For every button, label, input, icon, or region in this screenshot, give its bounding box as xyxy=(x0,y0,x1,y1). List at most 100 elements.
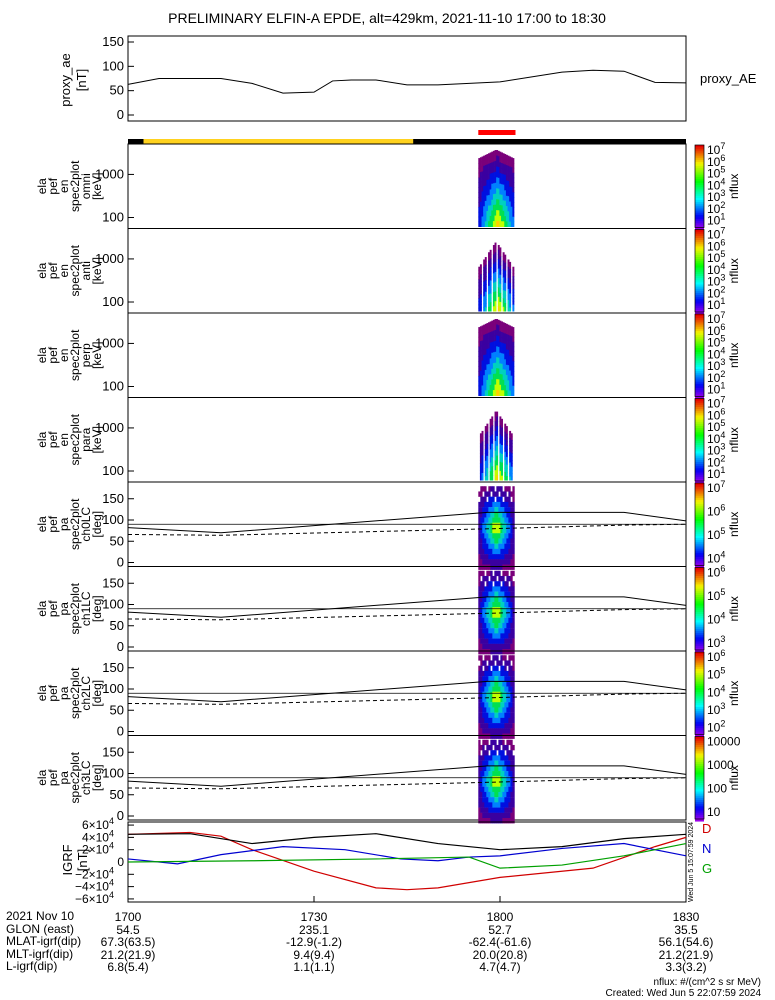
pitch-angle-cell xyxy=(510,676,513,682)
pitch-angle-cell xyxy=(512,612,515,618)
colorbar-segment xyxy=(695,692,704,695)
spectrogram-cell xyxy=(509,268,512,273)
spectrogram-cell xyxy=(479,157,482,163)
pitch-angle-cell xyxy=(480,691,483,698)
spectrogram-cell xyxy=(504,443,507,449)
pitch-angle-cell xyxy=(506,517,509,523)
colorbar-segment xyxy=(695,630,704,634)
colorbar-segment xyxy=(695,569,704,573)
pitch-angle-cell xyxy=(502,491,505,497)
spectrogram-cell xyxy=(489,445,492,450)
spectrogram-cell xyxy=(486,190,489,196)
pitch-angle-cell xyxy=(510,548,513,555)
spectrogram-cell xyxy=(502,290,505,295)
spectrogram-cell xyxy=(494,390,497,396)
colorbar-segment xyxy=(695,299,704,302)
spectrogram-cell xyxy=(502,369,505,376)
pitch-angle-cell xyxy=(508,622,511,629)
pitch-angle-cell xyxy=(506,554,509,560)
spectrogram-cell xyxy=(504,439,507,445)
spectrogram-cell xyxy=(479,270,482,275)
pitch-angle-cell xyxy=(494,596,497,603)
spec-ylabel-part: pa xyxy=(57,602,71,616)
spectrogram-cell xyxy=(504,262,507,268)
pitch-angle-cell xyxy=(496,633,499,639)
pitch-angle-cell xyxy=(492,649,495,655)
pitch-angle-cell xyxy=(488,707,491,713)
spec-ylabel-part: spec2plot xyxy=(68,667,82,719)
spectrogram-cell xyxy=(489,384,492,391)
pitch-angle-cell xyxy=(488,781,491,787)
spectrogram-cell xyxy=(483,266,486,272)
spectrogram-cell xyxy=(499,466,502,472)
spectrogram-cell xyxy=(483,259,486,264)
spectrogram-cell xyxy=(510,177,513,183)
spectrogram-cell xyxy=(494,455,497,461)
pitch-angle-cell xyxy=(508,543,511,550)
spectrogram-cell xyxy=(510,360,513,367)
igrf-legend-D: D xyxy=(702,821,711,836)
pitch-angle-cell xyxy=(490,812,493,819)
spectrogram-cell xyxy=(488,294,490,299)
pitch-angle-cell xyxy=(506,807,509,813)
colorbar-segment xyxy=(695,559,704,562)
spectrogram-cell xyxy=(478,197,481,203)
spectrogram-cell xyxy=(483,355,486,361)
pitch-angle-cell xyxy=(506,755,509,761)
pitch-angle-cell xyxy=(496,760,499,766)
spectrogram-cell xyxy=(510,216,513,223)
pitch-angle-cell xyxy=(500,723,503,729)
spectrogram-cell xyxy=(507,175,510,182)
spec-ylabel-part: ela xyxy=(35,516,49,532)
spectrogram-cell xyxy=(494,416,497,422)
colorbar-segment xyxy=(695,799,704,803)
pitch-angle-cell xyxy=(480,707,483,713)
pitch-angle-cell xyxy=(508,750,511,756)
pitch-angle-cell xyxy=(482,676,485,682)
spectrogram-cell xyxy=(499,443,502,449)
spectrogram-cell xyxy=(483,360,486,366)
spectrogram-cell xyxy=(491,331,494,338)
spectrogram-cell xyxy=(502,302,505,308)
pitch-angle-cell xyxy=(482,691,485,698)
spectrogram-cell xyxy=(491,457,494,463)
pitch-angle-cell xyxy=(506,607,509,613)
colorbar-label: nflux xyxy=(727,681,741,706)
spectrogram-cell xyxy=(505,339,508,345)
pitch-angle-cell xyxy=(486,744,489,751)
pitch-angle-cell xyxy=(494,575,497,582)
pitch-angle-cell xyxy=(512,728,515,734)
info-row-label: MLAT-igrf(dip) xyxy=(6,934,82,948)
pitch-angle-cell xyxy=(492,564,495,570)
pitch-angle-cell xyxy=(500,517,503,523)
pitch-angle-cell xyxy=(488,538,491,544)
pitch-angle-cell xyxy=(492,591,495,597)
pitch-angle-cell xyxy=(496,681,499,687)
pitch-angle-cell xyxy=(478,527,481,534)
info-value: 21.2(21.9) xyxy=(658,947,714,962)
spectrogram-cell xyxy=(504,270,507,276)
spectrogram-cell xyxy=(507,365,510,371)
spec-ytick-label: 1000 xyxy=(95,251,124,266)
spectrogram-cell xyxy=(499,425,502,431)
pitch-angle-cell xyxy=(478,564,481,570)
pitch-angle-cell xyxy=(492,586,495,592)
pitch-angle-cell xyxy=(480,791,483,798)
colorbar-segment xyxy=(695,341,704,345)
pitch-angle-cell xyxy=(492,554,495,560)
colorbar-segment xyxy=(695,212,704,216)
losscone-line xyxy=(127,596,687,618)
colorbar-segment xyxy=(695,810,704,814)
pitch-angle-cell xyxy=(512,512,515,518)
spectrogram-cell xyxy=(481,451,484,456)
pitch-angle-cell xyxy=(506,765,509,772)
pitch-angle-cell xyxy=(504,586,507,592)
pitch-angle-cell xyxy=(490,554,493,560)
colorbar-segment xyxy=(695,426,704,429)
pitch-angle-cell xyxy=(502,723,505,729)
pitch-angle-cell xyxy=(492,538,495,544)
spectrogram-cell xyxy=(478,346,481,353)
colorbar-segment xyxy=(695,379,704,383)
spectrogram-cell xyxy=(492,167,495,173)
colorbar-segment xyxy=(695,704,704,708)
